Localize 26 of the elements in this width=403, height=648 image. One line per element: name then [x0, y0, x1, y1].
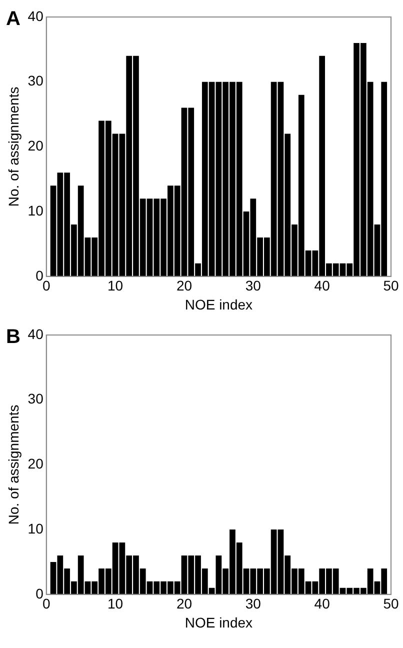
- x-tick-label: 10: [108, 278, 124, 294]
- chart-title: B: [6, 326, 20, 349]
- x-tick-label: 40: [314, 596, 330, 612]
- y-tick-label: 10: [28, 520, 44, 536]
- x-tick-label: 50: [383, 596, 399, 612]
- x-axis-title: NOE index: [184, 614, 253, 630]
- x-tick-label: 30: [245, 278, 262, 294]
- x-axis-title: NOE index: [184, 296, 253, 312]
- y-tick-label: 20: [28, 138, 44, 154]
- x-tick-label: 20: [176, 596, 192, 612]
- y-tick-label: 30: [28, 390, 44, 407]
- x-tick-label: 50: [383, 278, 399, 294]
- y-axis-title: No. of assignments: [5, 404, 22, 525]
- y-tick-label: 20: [28, 456, 44, 472]
- chart-title: A: [6, 8, 20, 31]
- y-tick-label: 0: [36, 267, 44, 284]
- y-tick-label: 40: [28, 8, 44, 24]
- x-tick-label: 30: [245, 596, 262, 612]
- x-tick-label: 20: [176, 278, 192, 294]
- x-tick-label: 40: [314, 278, 330, 294]
- y-axis-title: No. of assignments: [5, 86, 22, 207]
- y-tick-label: 10: [28, 202, 44, 218]
- y-tick-label: 0: [36, 585, 44, 602]
- y-tick-label: 40: [28, 326, 44, 342]
- x-tick-label: 10: [108, 596, 124, 612]
- y-tick-label: 30: [28, 72, 44, 89]
